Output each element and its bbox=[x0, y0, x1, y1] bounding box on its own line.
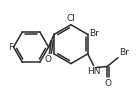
Text: F: F bbox=[8, 43, 13, 52]
Text: Br: Br bbox=[119, 48, 129, 57]
Text: Cl: Cl bbox=[67, 14, 75, 23]
Text: O: O bbox=[105, 79, 112, 88]
Text: Br: Br bbox=[89, 29, 99, 38]
Text: O: O bbox=[45, 55, 52, 64]
Text: HN: HN bbox=[87, 67, 100, 76]
